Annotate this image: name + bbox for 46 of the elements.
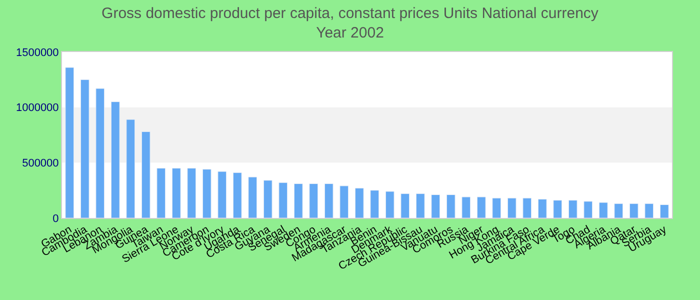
- bar: [96, 88, 105, 218]
- bar: [644, 203, 654, 218]
- chart-subtitle: Year 2002: [316, 24, 384, 42]
- bar: [476, 196, 486, 218]
- bar: [354, 188, 364, 218]
- bar: [202, 169, 212, 218]
- bar: [660, 204, 669, 218]
- bar: [218, 171, 227, 218]
- bar: [340, 186, 349, 218]
- bar: [614, 203, 624, 218]
- bar: [248, 176, 258, 218]
- bar: [522, 198, 532, 218]
- bar: [80, 79, 90, 218]
- bar: [416, 193, 425, 218]
- bar: [538, 198, 547, 218]
- bar: [278, 182, 288, 218]
- bar: [462, 196, 471, 218]
- bar: [232, 172, 242, 218]
- bar: [629, 203, 638, 218]
- bar: [187, 168, 196, 218]
- bar: [584, 201, 593, 218]
- bar: [568, 200, 578, 218]
- bar: [385, 191, 394, 218]
- bar: [156, 168, 166, 218]
- y-tick-label: 1500000: [16, 46, 59, 59]
- bar: [110, 102, 120, 218]
- bar: [309, 183, 318, 218]
- bar: [172, 168, 181, 218]
- bar: [370, 190, 380, 218]
- chart-title: Gross domestic product per capita, constant prices Units National currency: [102, 5, 599, 22]
- y-tick-label: 1000000: [16, 102, 59, 114]
- bar: [126, 119, 136, 218]
- bar: [263, 180, 272, 218]
- bar: [492, 198, 502, 218]
- bar: [507, 198, 516, 218]
- bar: [294, 183, 303, 218]
- bar: [324, 183, 334, 218]
- bar: [446, 194, 456, 218]
- bar: [65, 67, 74, 218]
- bar: [553, 200, 562, 218]
- bar: [598, 202, 608, 218]
- bar: [400, 193, 410, 218]
- bar: [141, 131, 150, 218]
- y-tick-label: 0: [52, 212, 59, 225]
- y-tick-label: 500000: [22, 158, 59, 170]
- bar: [431, 194, 440, 218]
